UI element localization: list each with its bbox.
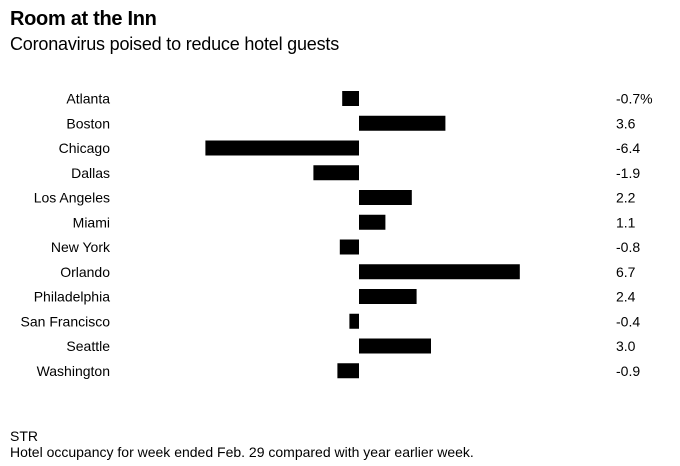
value-label: -0.7% bbox=[616, 91, 653, 107]
bar bbox=[349, 313, 359, 329]
category-label: Philadelphia bbox=[34, 289, 110, 305]
bar bbox=[313, 165, 359, 181]
bar bbox=[359, 264, 520, 280]
bar bbox=[359, 190, 412, 205]
category-label: Atlanta bbox=[66, 91, 110, 107]
category-label: Boston bbox=[66, 115, 110, 131]
value-label: -6.4 bbox=[616, 140, 640, 156]
category-label: New York bbox=[51, 239, 111, 255]
source-note: STR bbox=[10, 428, 38, 444]
bar-chart: Atlanta -0.7% Boston 3.6 Chicago -6.4 Dallas -1… bbox=[21, 91, 653, 379]
chart-subtitle: Coronavirus poised to reduce hotel guest… bbox=[10, 34, 340, 54]
value-label: -1.9 bbox=[616, 165, 640, 181]
value-label: 2.4 bbox=[616, 289, 636, 305]
category-label: San Francisco bbox=[21, 313, 111, 329]
category-label: Seattle bbox=[66, 338, 110, 354]
bar bbox=[339, 239, 359, 255]
category-label: Washington bbox=[37, 363, 110, 379]
bar bbox=[359, 289, 417, 304]
category-label: Dallas bbox=[71, 165, 110, 181]
value-label: 3.6 bbox=[616, 115, 636, 131]
bar bbox=[359, 115, 446, 131]
category-label: Los Angeles bbox=[34, 190, 110, 206]
bar bbox=[337, 363, 359, 379]
category-label: Chicago bbox=[59, 140, 111, 156]
value-label: -0.8 bbox=[616, 239, 640, 255]
bar bbox=[342, 91, 359, 106]
category-label: Orlando bbox=[60, 264, 110, 280]
footnote: Hotel occupancy for week ended Feb. 29 c… bbox=[10, 444, 474, 460]
value-label: 1.1 bbox=[616, 214, 636, 230]
bar bbox=[359, 214, 386, 230]
chart-title: Room at the Inn bbox=[10, 8, 157, 30]
value-label: 6.7 bbox=[616, 264, 636, 280]
bar bbox=[359, 338, 431, 354]
value-label: 3.0 bbox=[616, 338, 636, 354]
bar bbox=[205, 140, 359, 156]
value-label: -0.9 bbox=[616, 363, 640, 379]
value-label: 2.2 bbox=[616, 190, 636, 206]
value-label: -0.4 bbox=[616, 313, 640, 329]
category-label: Miami bbox=[73, 214, 110, 230]
